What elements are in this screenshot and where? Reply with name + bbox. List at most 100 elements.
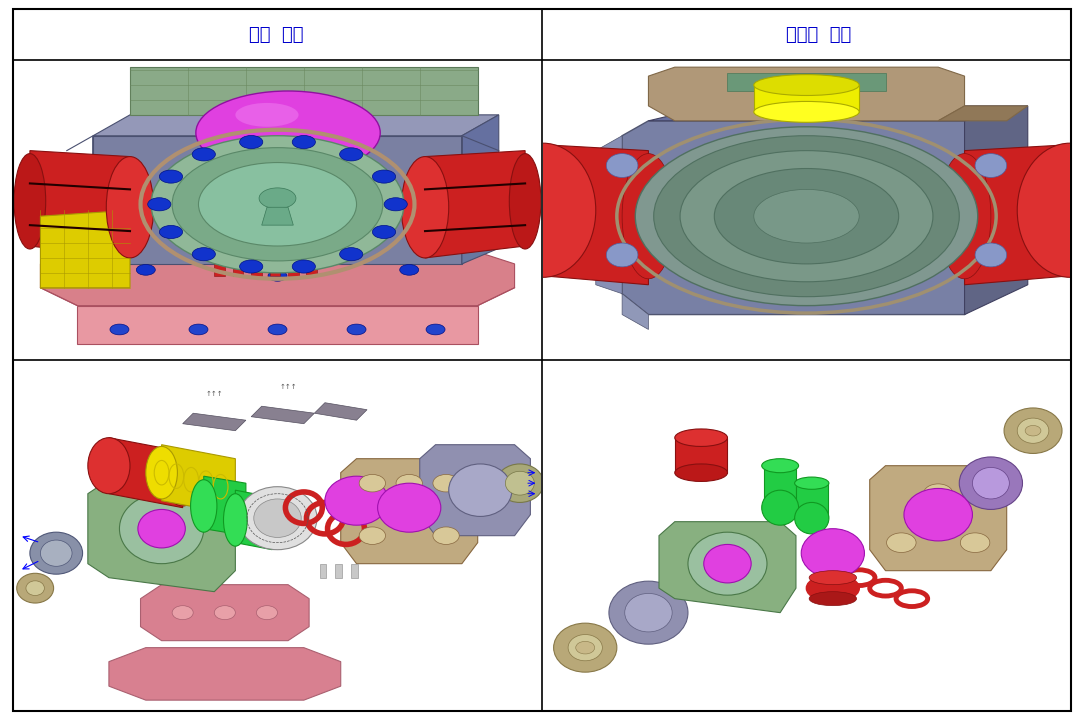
Ellipse shape [762, 459, 799, 473]
Circle shape [433, 527, 460, 544]
Polygon shape [462, 115, 499, 264]
Ellipse shape [622, 153, 674, 279]
Polygon shape [77, 305, 478, 344]
Bar [320, 564, 326, 577]
Circle shape [293, 135, 315, 148]
Ellipse shape [490, 143, 596, 277]
Circle shape [293, 260, 315, 273]
Ellipse shape [795, 477, 829, 490]
Ellipse shape [976, 153, 1007, 177]
Polygon shape [938, 106, 1028, 121]
Circle shape [172, 606, 193, 620]
Polygon shape [108, 438, 183, 508]
Circle shape [960, 533, 990, 552]
Polygon shape [812, 577, 854, 598]
Text: ↑↑↑: ↑↑↑ [280, 384, 297, 390]
Polygon shape [796, 483, 827, 518]
Ellipse shape [1004, 408, 1062, 454]
Ellipse shape [801, 528, 864, 577]
Ellipse shape [972, 467, 1009, 499]
Polygon shape [162, 445, 235, 515]
Ellipse shape [959, 457, 1022, 510]
Ellipse shape [635, 127, 978, 305]
Ellipse shape [976, 243, 1007, 267]
Polygon shape [648, 106, 1028, 121]
Circle shape [240, 260, 262, 273]
Ellipse shape [119, 494, 204, 564]
Circle shape [347, 324, 366, 335]
Bar [288, 261, 298, 276]
Polygon shape [622, 294, 648, 330]
Polygon shape [130, 67, 478, 115]
Ellipse shape [401, 156, 449, 258]
Bar [335, 564, 341, 577]
Polygon shape [753, 85, 860, 112]
Circle shape [268, 324, 287, 335]
Circle shape [384, 198, 408, 211]
Polygon shape [965, 106, 1028, 315]
Ellipse shape [809, 571, 856, 585]
Circle shape [426, 324, 446, 335]
Ellipse shape [1017, 143, 1084, 277]
Ellipse shape [235, 103, 298, 127]
Circle shape [137, 264, 155, 275]
Circle shape [400, 264, 418, 275]
Circle shape [215, 606, 235, 620]
Bar [233, 261, 243, 276]
Ellipse shape [40, 540, 72, 567]
Circle shape [359, 474, 386, 492]
Ellipse shape [505, 472, 534, 495]
Bar [351, 564, 358, 577]
Bar [270, 261, 280, 276]
Ellipse shape [762, 490, 799, 525]
Polygon shape [261, 207, 294, 225]
Text: ↑↑↑: ↑↑↑ [206, 391, 223, 397]
Polygon shape [622, 121, 991, 315]
Ellipse shape [624, 593, 672, 632]
Ellipse shape [16, 573, 53, 603]
Circle shape [339, 148, 363, 161]
Ellipse shape [191, 480, 217, 532]
Ellipse shape [714, 168, 899, 264]
Polygon shape [648, 67, 965, 121]
Ellipse shape [904, 488, 972, 541]
Ellipse shape [198, 163, 357, 246]
Polygon shape [93, 135, 462, 264]
Polygon shape [141, 585, 309, 641]
Circle shape [268, 271, 287, 282]
Ellipse shape [680, 150, 933, 282]
Polygon shape [340, 459, 478, 564]
Ellipse shape [138, 510, 185, 548]
Ellipse shape [1017, 418, 1049, 444]
Polygon shape [596, 135, 622, 294]
Ellipse shape [674, 429, 727, 446]
Ellipse shape [449, 464, 512, 516]
Circle shape [147, 198, 171, 211]
Polygon shape [674, 438, 727, 473]
Ellipse shape [606, 243, 637, 267]
Bar [215, 261, 224, 276]
Polygon shape [543, 145, 648, 284]
Circle shape [159, 225, 182, 238]
Ellipse shape [30, 532, 82, 574]
Ellipse shape [554, 623, 617, 672]
Polygon shape [764, 466, 796, 508]
Text: 원본  모델: 원본 모델 [249, 26, 304, 43]
Ellipse shape [106, 156, 154, 258]
Polygon shape [727, 73, 886, 91]
Circle shape [192, 248, 216, 261]
Polygon shape [965, 145, 1070, 284]
Ellipse shape [377, 483, 441, 532]
Circle shape [189, 324, 208, 335]
Ellipse shape [165, 454, 202, 506]
Ellipse shape [704, 544, 751, 583]
Ellipse shape [609, 581, 688, 644]
Ellipse shape [753, 75, 860, 96]
Ellipse shape [606, 153, 637, 177]
Polygon shape [30, 150, 130, 258]
Polygon shape [40, 210, 130, 288]
Circle shape [433, 474, 460, 492]
Circle shape [1025, 426, 1041, 436]
Circle shape [240, 135, 262, 148]
Polygon shape [235, 490, 272, 549]
